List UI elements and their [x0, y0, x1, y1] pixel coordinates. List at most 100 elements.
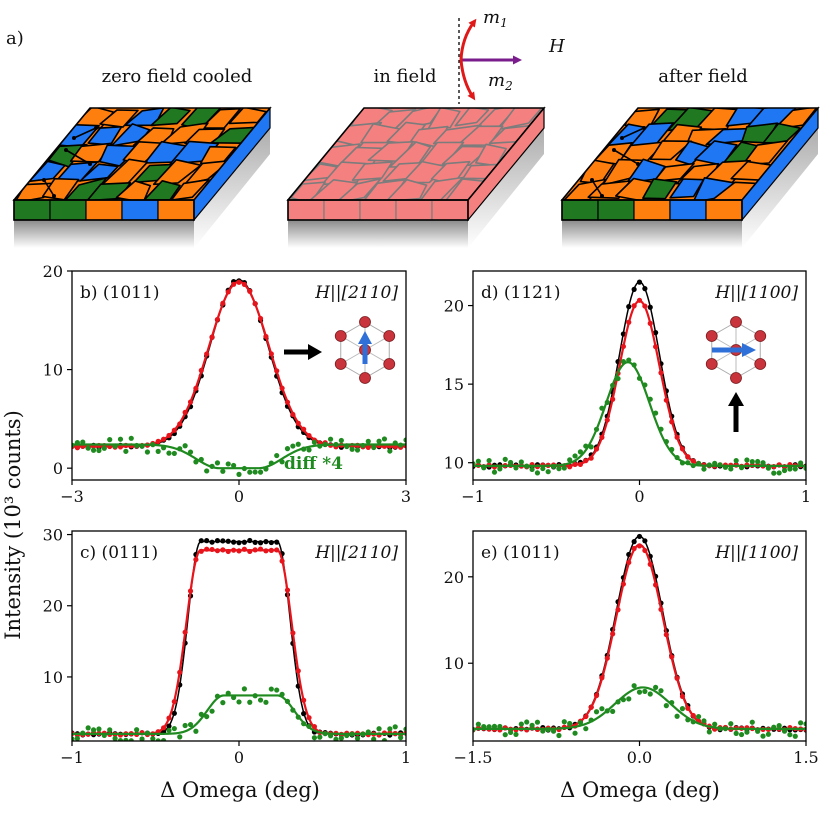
series-black-c: [72, 537, 406, 738]
data-point: [717, 725, 723, 732]
data-point: [475, 721, 481, 727]
data-point: [626, 319, 632, 325]
data-point: [733, 457, 739, 464]
data-point: [513, 465, 519, 471]
data-point: [733, 730, 739, 736]
data-point: [274, 687, 280, 693]
data-point: [599, 675, 605, 681]
data-point: [263, 548, 269, 554]
data-point: [588, 717, 594, 723]
data-point: [101, 732, 107, 739]
data-point: [166, 432, 172, 439]
data-point: [177, 446, 183, 452]
data-point: [198, 548, 204, 554]
panel-b-field: H||[2110]: [314, 283, 398, 303]
data-point: [198, 367, 204, 374]
data-point: [765, 731, 772, 737]
panel-e: −1.5 0.0 1.5 10 20 e) (1011) H||[1100]: [444, 530, 819, 767]
data-point: [257, 540, 264, 546]
data-point: [658, 370, 664, 376]
data-point: [317, 734, 323, 740]
data-point: [545, 469, 551, 475]
data-point: [545, 726, 551, 733]
data-point: [241, 465, 247, 472]
data-point: [155, 438, 161, 444]
data-point: [631, 545, 637, 552]
panel-c-label: c) (0111): [80, 543, 158, 563]
data-point: [669, 654, 675, 660]
data-point: [182, 629, 188, 635]
m1-label: m1: [483, 7, 508, 30]
data-point: [257, 697, 264, 703]
data-point: [491, 723, 498, 729]
data-point: [150, 442, 156, 448]
slab-title-after-field: after field: [658, 66, 748, 87]
data-point: [241, 539, 247, 545]
series-black-b: [72, 278, 406, 451]
data-point: [117, 737, 124, 741]
data-point: [534, 470, 541, 476]
x-tick-label: 3: [401, 487, 411, 506]
data-point: [653, 410, 659, 416]
y-tick-label: 10: [43, 361, 63, 380]
data-point: [214, 548, 221, 554]
panel-d-field: H||[1100]: [714, 283, 798, 303]
data-point: [204, 468, 210, 474]
data-point: [327, 733, 334, 739]
data-point: [636, 543, 643, 549]
data-point: [231, 462, 237, 469]
y-tick-label: 30: [43, 526, 63, 545]
data-point: [80, 439, 86, 445]
domain-moment-arrows-icon: [590, 126, 646, 198]
series-red-e: [473, 543, 806, 733]
data-point: [572, 453, 578, 459]
fit-line-black: [72, 279, 406, 448]
slab-in-field: [286, 106, 546, 248]
data-point: [333, 441, 339, 448]
data-point: [577, 449, 584, 455]
data-point: [284, 399, 291, 405]
data-point: [274, 539, 280, 545]
y-tick-label: 20: [444, 568, 464, 587]
data-point: [631, 539, 637, 545]
x-tick-label: 1.5: [793, 748, 818, 767]
data-point: [722, 726, 729, 732]
diff-annotation: diff *4: [284, 454, 343, 474]
data-point: [653, 330, 659, 336]
data-point: [491, 469, 498, 475]
data-point: [365, 729, 371, 735]
data-point: [647, 396, 653, 402]
data-point: [338, 735, 344, 741]
data-point: [220, 538, 226, 544]
data-point: [636, 533, 643, 540]
data-point: [177, 669, 183, 675]
data-point: [301, 721, 307, 727]
data-point: [392, 440, 398, 446]
domain-moment-arrows-icon: [42, 126, 98, 198]
data-point: [604, 399, 610, 405]
data-point: [620, 581, 626, 587]
data-point: [599, 405, 605, 411]
data-point: [74, 735, 80, 741]
data-point: [247, 548, 253, 555]
data-point: [123, 448, 129, 454]
data-point: [220, 700, 226, 706]
data-point: [171, 450, 177, 457]
data-point: [134, 442, 140, 449]
data-point: [669, 699, 675, 706]
y-tick-label: 10: [444, 654, 464, 673]
data-point: [690, 462, 696, 469]
data-point: [653, 344, 659, 350]
series-green-e: [473, 683, 806, 739]
data-point: [177, 421, 183, 427]
data-point: [187, 588, 194, 594]
x-tick-label: 0: [234, 748, 244, 767]
data-point: [209, 708, 215, 714]
data-point: [481, 465, 487, 471]
field-h-label: H: [548, 36, 565, 57]
data-point: [798, 460, 804, 466]
data-point: [620, 359, 626, 365]
data-point: [214, 538, 221, 544]
data-point: [247, 537, 253, 544]
data-point: [376, 438, 382, 444]
